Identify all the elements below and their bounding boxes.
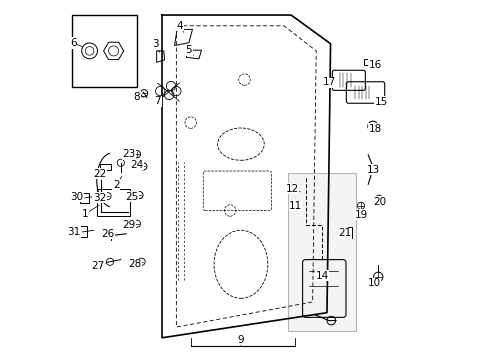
Text: 10: 10 <box>367 278 380 288</box>
Bar <box>80 193 89 203</box>
Text: 3: 3 <box>152 40 159 52</box>
Text: 7: 7 <box>154 95 164 106</box>
Text: 9: 9 <box>237 334 244 346</box>
Bar <box>287 173 355 330</box>
Text: 26: 26 <box>101 229 114 239</box>
Text: 12: 12 <box>285 184 300 194</box>
Text: 4: 4 <box>176 21 183 32</box>
Text: 5: 5 <box>185 45 193 55</box>
Text: 30: 30 <box>70 192 83 202</box>
Bar <box>72 15 137 87</box>
Text: 31: 31 <box>67 227 80 237</box>
Text: 20: 20 <box>372 197 386 207</box>
Text: 15: 15 <box>374 97 387 107</box>
Text: 28: 28 <box>128 259 142 269</box>
Text: 8: 8 <box>133 92 143 102</box>
Text: 18: 18 <box>367 124 381 134</box>
Text: 1: 1 <box>81 205 99 219</box>
Text: 29: 29 <box>122 220 135 230</box>
Bar <box>78 226 86 237</box>
Text: 19: 19 <box>354 209 367 220</box>
Text: 24: 24 <box>130 160 143 170</box>
Text: 27: 27 <box>91 261 105 271</box>
Text: 23: 23 <box>122 149 135 159</box>
Text: 6: 6 <box>70 38 82 48</box>
Text: 11: 11 <box>288 201 303 211</box>
Text: 13: 13 <box>366 165 380 175</box>
Text: 22: 22 <box>94 168 107 179</box>
Text: 14: 14 <box>315 271 328 281</box>
Text: 21: 21 <box>338 228 351 238</box>
Text: 25: 25 <box>124 192 138 202</box>
Bar <box>363 59 372 65</box>
Text: 16: 16 <box>367 59 381 69</box>
Text: 32: 32 <box>93 193 106 203</box>
Bar <box>97 189 130 216</box>
Bar <box>100 163 111 170</box>
Text: 2: 2 <box>113 176 122 190</box>
Text: 17: 17 <box>323 77 336 87</box>
